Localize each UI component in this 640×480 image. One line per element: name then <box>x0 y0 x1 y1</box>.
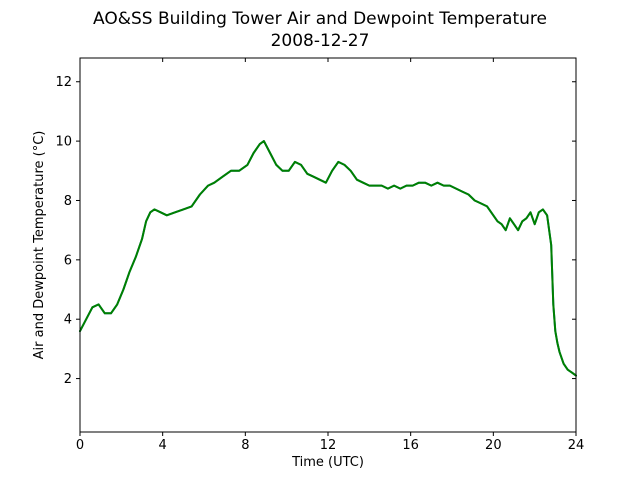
x-tick-label: 0 <box>76 438 84 453</box>
y-axis-ticks: 2 4 6 8 10 12 <box>55 75 576 387</box>
y-tick-label: 2 <box>64 372 72 387</box>
x-axis-label: Time (UTC) <box>291 455 364 470</box>
x-tick-label: 24 <box>568 438 585 453</box>
x-tick-label: 4 <box>159 438 167 453</box>
y-tick-label: 12 <box>55 75 72 90</box>
x-tick-label: 20 <box>485 438 502 453</box>
chart-subtitle: 2008-12-27 <box>271 31 370 51</box>
x-tick-label: 12 <box>320 438 337 453</box>
y-tick-label: 4 <box>64 313 72 328</box>
plot-frame <box>79 57 577 433</box>
y-tick-label: 8 <box>64 194 72 209</box>
x-axis-ticks: 0 4 8 12 16 20 24 <box>76 58 584 453</box>
series-layer <box>79 140 577 377</box>
y-tick-label: 10 <box>55 135 72 150</box>
plot-area <box>79 57 577 433</box>
y-axis-label: Air and Dewpoint Temperature (°C) <box>32 131 47 360</box>
chart-title: AO&SS Building Tower Air and Dewpoint Te… <box>93 9 547 29</box>
x-tick-label: 16 <box>402 438 419 453</box>
y-tick-label: 6 <box>64 253 72 268</box>
x-tick-label: 8 <box>241 438 249 453</box>
series-1-line <box>79 140 577 377</box>
series-0-line <box>79 140 577 377</box>
